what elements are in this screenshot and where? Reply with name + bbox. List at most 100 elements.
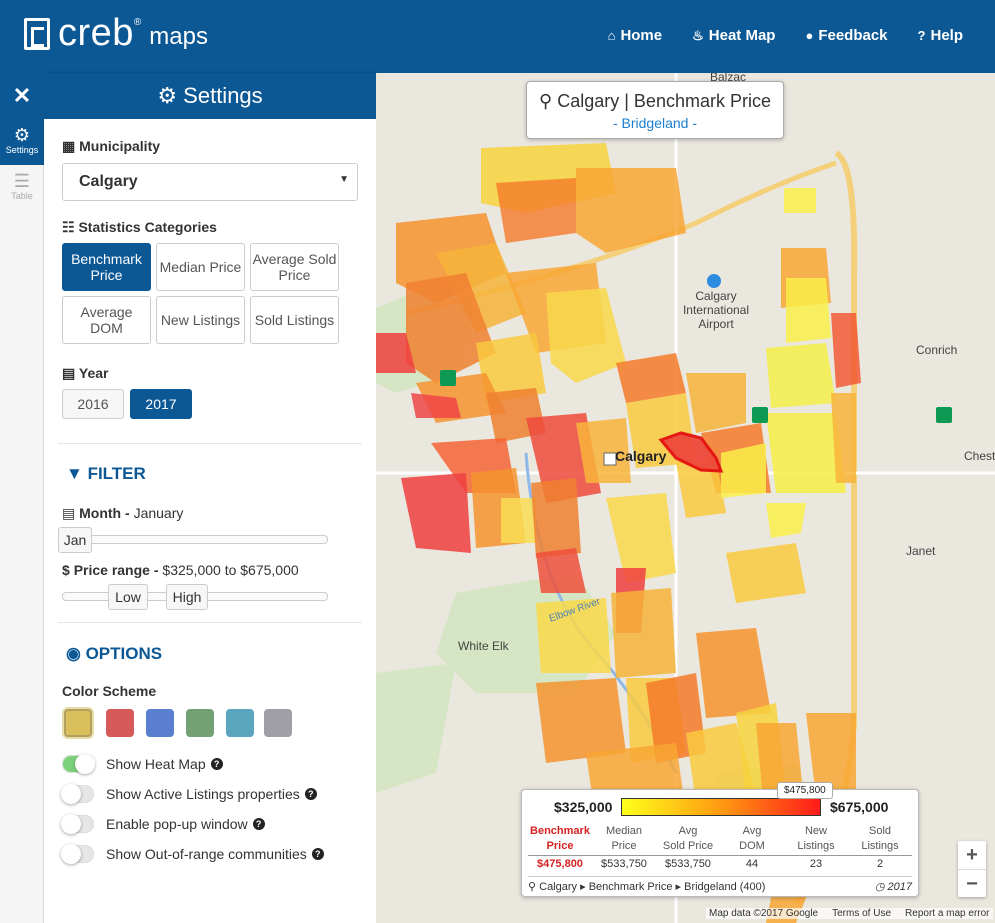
creb-logo[interactable]: creb ® maps bbox=[24, 14, 208, 52]
toggle-row-active-listings: Show Active Listings properties? bbox=[61, 784, 317, 804]
legend-marker: $475,800 bbox=[777, 782, 833, 799]
nav-heat-map-label: Heat Map bbox=[708, 27, 776, 44]
help-icon[interactable]: ? bbox=[304, 788, 317, 800]
year-label: ▤ Year bbox=[62, 365, 108, 382]
legend-header-line: Listings bbox=[797, 840, 835, 852]
legend-value: $533,750 bbox=[656, 855, 720, 870]
rail-table-button[interactable]: ☰ Table bbox=[0, 165, 44, 211]
caret-right-icon: ▸ bbox=[675, 881, 682, 893]
price-range-value: $325,000 to $675,000 bbox=[162, 562, 299, 578]
brand-sub: maps bbox=[149, 23, 208, 50]
month-slider-track[interactable] bbox=[62, 535, 328, 544]
map-pin-icon: ⚲ bbox=[539, 91, 553, 111]
fire-icon: ♨ bbox=[692, 27, 704, 43]
legend-col-header: Avg Sold Price bbox=[656, 824, 720, 855]
list-icon: ☷ bbox=[62, 219, 75, 235]
swatch-gold[interactable] bbox=[64, 709, 92, 737]
legend-header-line: New bbox=[804, 825, 827, 837]
heat-map-toggle[interactable] bbox=[62, 754, 95, 774]
rail-settings-button[interactable]: ⚙ Settings bbox=[0, 119, 44, 165]
legend-year-value: 2017 bbox=[887, 881, 912, 893]
zoom-in-button[interactable]: + bbox=[966, 844, 978, 866]
calendar-icon: ▤ bbox=[62, 505, 76, 521]
map-label-chestermere: Cheste bbox=[964, 449, 995, 463]
toggle-icon: ◉ bbox=[66, 644, 81, 663]
map-title: Calgary | Benchmark Price bbox=[557, 91, 771, 111]
category-median-price[interactable]: Median Price bbox=[156, 243, 245, 291]
swatch-gray[interactable] bbox=[264, 709, 292, 737]
popup-toggle[interactable] bbox=[61, 814, 94, 834]
category-average-sold-price[interactable]: Average Sold Price bbox=[250, 243, 339, 291]
price-low-handle[interactable]: Low bbox=[108, 584, 148, 610]
month-label-text: Month bbox=[79, 505, 122, 521]
category-sold-listings[interactable]: Sold Listings bbox=[250, 296, 339, 344]
close-panel-button[interactable]: ✕ bbox=[0, 73, 44, 119]
gear-icon: ⚙ bbox=[13, 125, 31, 145]
popup-toggle-label: Enable pop-up window bbox=[106, 816, 248, 832]
question-icon: ? bbox=[917, 28, 926, 43]
nav-help[interactable]: ? Help bbox=[918, 27, 963, 44]
toggle-row-heat-map: Show Heat Map? bbox=[62, 754, 223, 774]
legend-value: 44 bbox=[720, 855, 784, 870]
panel-header: ⚙ Settings bbox=[44, 73, 376, 119]
dollar-icon: $ bbox=[62, 562, 70, 578]
category-average-dom[interactable]: Average DOM bbox=[62, 296, 151, 344]
help-icon[interactable]: ? bbox=[210, 758, 223, 770]
legend-header-line: Sold bbox=[868, 825, 892, 837]
breadcrumb-item[interactable]: Benchmark Price bbox=[588, 881, 673, 893]
legend-header-line: Benchmark bbox=[530, 825, 590, 837]
legend-col-header: Benchmark Price bbox=[528, 824, 592, 855]
category-benchmark-price[interactable]: Benchmark Price bbox=[62, 243, 151, 291]
legend-col-header: Sold Listings bbox=[848, 824, 912, 855]
month-slider-handle[interactable]: Jan bbox=[58, 527, 92, 553]
table-icon: ☰ bbox=[13, 171, 31, 191]
municipality-label: ▦ Municipality bbox=[62, 138, 160, 155]
active-listings-toggle[interactable] bbox=[61, 784, 94, 804]
swatch-red[interactable] bbox=[106, 709, 134, 737]
legend-header-line: Price bbox=[611, 840, 637, 852]
calendar-icon: ▤ bbox=[62, 365, 76, 381]
legend-header-line: DOM bbox=[739, 840, 765, 852]
settings-panel: ⚙ Settings ▦ Municipality Calgary ▼ ☷ St… bbox=[44, 73, 376, 923]
main-nav: ⌂ Home ♨ Heat Map ● Feedback ? Help bbox=[608, 27, 963, 44]
breadcrumb-item[interactable]: Bridgeland (400) bbox=[684, 881, 766, 893]
legend-value: $533,750 bbox=[592, 855, 656, 870]
nav-home[interactable]: ⌂ Home bbox=[608, 27, 663, 44]
price-label-text: Price range bbox=[73, 562, 150, 578]
help-icon[interactable]: ? bbox=[311, 848, 324, 860]
nav-feedback-label: Feedback bbox=[818, 27, 888, 44]
category-new-listings[interactable]: New Listings bbox=[156, 296, 245, 344]
help-icon[interactable]: ? bbox=[252, 818, 265, 830]
report-error-link[interactable]: Report a map error bbox=[905, 908, 990, 919]
legend-stats-grid: Benchmark Price Median Price Avg Sold Price… bbox=[528, 824, 912, 870]
legend-col-header: Median Price bbox=[592, 824, 656, 855]
year-2017-button[interactable]: 2017 bbox=[130, 389, 192, 419]
nav-heat-map[interactable]: ♨ Heat Map bbox=[692, 27, 775, 44]
breadcrumb-item[interactable]: Calgary bbox=[539, 881, 578, 893]
filter-heading: ▼ FILTER bbox=[66, 464, 146, 484]
map-subtitle[interactable]: - Bridgeland - bbox=[612, 115, 698, 131]
caret-right-icon: ▸ bbox=[580, 881, 586, 893]
filter-heading-text: FILTER bbox=[87, 464, 146, 483]
municipality-select[interactable]: Calgary ▼ bbox=[62, 163, 358, 201]
swatch-teal[interactable] bbox=[226, 709, 254, 737]
legend-value: 23 bbox=[784, 855, 848, 870]
caret-down-icon: ▼ bbox=[339, 174, 349, 185]
legend-col-header: Avg DOM bbox=[720, 824, 784, 855]
price-high-handle[interactable]: High bbox=[166, 584, 208, 610]
swatch-blue[interactable] bbox=[146, 709, 174, 737]
terms-link[interactable]: Terms of Use bbox=[832, 908, 892, 919]
legend-panel: $325,000 $475,800 $675,000 Benchmark Pric… bbox=[521, 782, 919, 897]
out-of-range-toggle[interactable] bbox=[61, 844, 94, 864]
legend-header-line: Sold Price bbox=[662, 840, 714, 852]
nav-feedback[interactable]: ● Feedback bbox=[805, 27, 887, 44]
zoom-out-button[interactable]: − bbox=[958, 869, 986, 897]
gear-icon: ⚙ bbox=[157, 83, 178, 108]
map-label-janet: Janet bbox=[906, 544, 936, 558]
legend-col-header: New Listings bbox=[784, 824, 848, 855]
map-canvas[interactable]: Calgary Calgary International Airport Co… bbox=[376, 73, 995, 923]
rail-table-label: Table bbox=[11, 191, 33, 201]
year-2016-button[interactable]: 2016 bbox=[62, 389, 124, 419]
swatch-green[interactable] bbox=[186, 709, 214, 737]
price-range-label: $ Price range - $325,000 to $675,000 bbox=[62, 562, 299, 578]
